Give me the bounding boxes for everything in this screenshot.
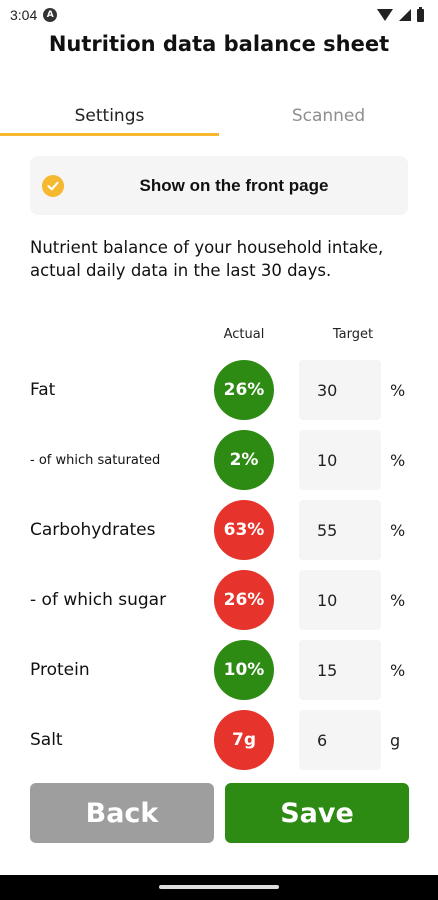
nutrient-label: Salt — [30, 730, 63, 750]
status-icons — [377, 6, 424, 22]
target-input-protein[interactable] — [299, 640, 381, 700]
unit-label: % — [390, 590, 406, 610]
unit-label: % — [390, 660, 406, 680]
nutrient-label: Protein — [30, 660, 90, 680]
target-input-saturated[interactable] — [299, 430, 381, 490]
unit-label: % — [390, 520, 406, 540]
nutrient-label: - of which saturated — [30, 452, 161, 468]
nutrient-label: - of which sugar — [30, 590, 167, 610]
column-header-target: Target — [332, 327, 374, 342]
nutrient-label: Carbohydrates — [30, 520, 156, 540]
unit-label: g — [390, 730, 401, 750]
save-button[interactable]: Save — [225, 783, 409, 843]
nutrient-row-fat: Fat 26% % — [0, 360, 438, 420]
actual-badge: 26% — [214, 570, 274, 630]
target-input-sugar[interactable] — [299, 570, 381, 630]
show-on-front-page-label: Show on the front page — [139, 175, 329, 195]
column-header-actual: Actual — [223, 327, 265, 342]
nutrient-row-sugar: - of which sugar 26% % — [0, 570, 438, 630]
status-bar: 3:04 A — [0, 0, 438, 30]
tab-settings[interactable]: Settings — [0, 96, 219, 136]
tab-bar: Settings Scanned — [0, 96, 438, 136]
actual-badge: 2% — [214, 430, 274, 490]
target-input-fat[interactable] — [299, 360, 381, 420]
target-input-salt[interactable] — [299, 710, 381, 770]
system-nav-bar — [0, 875, 438, 900]
actual-badge: 7g — [214, 710, 274, 770]
battery-icon — [417, 6, 424, 22]
back-button[interactable]: Back — [30, 783, 214, 843]
nutrient-row-saturated: - of which saturated 2% % — [0, 430, 438, 490]
nutrient-label: Fat — [30, 380, 56, 400]
actual-badge: 10% — [214, 640, 274, 700]
check-circle-icon[interactable] — [42, 175, 64, 197]
tab-scanned[interactable]: Scanned — [291, 106, 366, 126]
unit-label: % — [390, 380, 406, 400]
nutrient-row-salt: Salt 7g g — [0, 710, 438, 770]
show-on-front-page-toggle[interactable]: Show on the front page — [30, 156, 408, 215]
description-text: Nutrient balance of your household intak… — [30, 238, 384, 280]
unit-label: % — [390, 450, 406, 470]
wifi-icon — [377, 9, 393, 21]
nutrient-row-protein: Protein 10% % — [0, 640, 438, 700]
home-gesture-handle[interactable] — [159, 885, 279, 889]
actual-badge: 26% — [214, 360, 274, 420]
signal-icon — [399, 9, 411, 21]
page-title: Nutrition data balance sheet — [48, 32, 390, 56]
nutrient-row-carbohydrates: Carbohydrates 63% % — [0, 500, 438, 560]
status-time: 3:04 — [10, 7, 38, 23]
actual-badge: 63% — [214, 500, 274, 560]
app-notification-icon: A — [43, 8, 58, 22]
target-input-carbohydrates[interactable] — [299, 500, 381, 560]
